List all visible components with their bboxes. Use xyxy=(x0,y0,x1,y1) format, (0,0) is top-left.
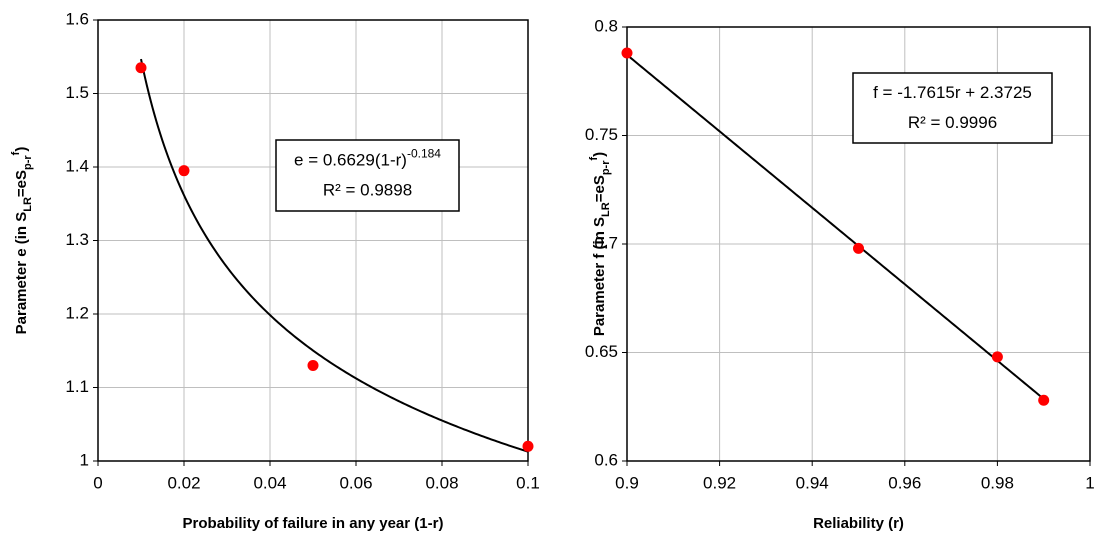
y-label-part: p-r xyxy=(600,160,612,175)
x-tick-label: 0.9 xyxy=(615,473,639,492)
x-tick-label: 1 xyxy=(1085,473,1094,492)
data-point xyxy=(991,351,1003,363)
x-axis-label: Reliability (r) xyxy=(813,515,904,532)
y-tick-label: 1.3 xyxy=(65,230,89,249)
equation-part: e = 0.6629(1-r) xyxy=(294,151,407,170)
equation-part: -0.184 xyxy=(407,146,441,160)
y-tick-label: 1.1 xyxy=(65,377,89,396)
y-tick-label: 0.75 xyxy=(585,125,618,144)
y-label-part: f xyxy=(588,157,600,161)
y-tick-label: 0.7 xyxy=(594,233,618,252)
x-tick-label: 0.04 xyxy=(253,473,286,492)
data-point xyxy=(621,47,633,59)
trendline-equation: e = 0.6629(1-r)-0.184 xyxy=(294,146,441,169)
y-label-part: Parameter f (in S xyxy=(591,217,608,336)
y-tick-label: 0.65 xyxy=(585,342,618,361)
x-tick-label: 0.92 xyxy=(703,473,736,492)
data-point xyxy=(135,62,147,74)
y-tick-label: 1 xyxy=(80,450,89,469)
y-label-part: =eS xyxy=(591,175,608,202)
annotation-box xyxy=(852,72,1053,144)
trendline xyxy=(626,54,1045,400)
y-label-part: ) xyxy=(591,152,608,157)
x-tick-label: 0.02 xyxy=(167,473,200,492)
data-point xyxy=(178,165,190,177)
y-label-part: =eS xyxy=(13,170,30,197)
x-tick-label: 0.08 xyxy=(425,473,458,492)
y-tick-label: 1.2 xyxy=(65,303,89,322)
y-axis-label: Parameter f (in SLR=eSp-rf) xyxy=(588,152,612,336)
annotation-box xyxy=(275,139,460,212)
x-tick-label: 0.98 xyxy=(981,473,1014,492)
y-label-part: LR xyxy=(600,202,612,217)
y-tick-label: 0.6 xyxy=(594,450,618,469)
y-tick-label: 1.4 xyxy=(65,156,89,175)
y-label-part: Parameter e (in S xyxy=(13,212,30,335)
data-point xyxy=(853,242,864,254)
x-axis-label: Probability of failure in any year (1-r) xyxy=(183,515,444,532)
data-point xyxy=(307,359,319,371)
y-label-part: ) xyxy=(13,147,30,152)
data-point xyxy=(1038,394,1050,406)
x-tick-label: 0 xyxy=(93,473,102,492)
data-point xyxy=(522,440,534,452)
r-squared: R² = 0.9898 xyxy=(323,181,412,200)
y-label-part: LR xyxy=(22,197,34,212)
trendline xyxy=(140,58,529,453)
x-tick-label: 0.1 xyxy=(516,473,540,492)
y-tick-label: 1.6 xyxy=(65,9,89,28)
plot-border xyxy=(626,26,1091,462)
y-label-part: f xyxy=(10,151,22,155)
x-tick-label: 0.94 xyxy=(796,473,829,492)
y-axis-label: Parameter e (in SLR=eSp-rf) xyxy=(10,147,34,335)
x-tick-label: 0.96 xyxy=(888,473,921,492)
x-tick-label: 0.06 xyxy=(339,473,372,492)
trendline-equation: f = -1.7615r + 2.3725 xyxy=(873,83,1032,102)
r-squared: R² = 0.9996 xyxy=(908,113,997,132)
equation-part: f = -1.7615r + 2.3725 xyxy=(873,83,1032,102)
y-tick-label: 0.8 xyxy=(594,16,618,35)
y-tick-label: 1.5 xyxy=(65,83,89,102)
plot-border xyxy=(97,19,529,462)
y-label-part: p-r xyxy=(22,155,34,170)
